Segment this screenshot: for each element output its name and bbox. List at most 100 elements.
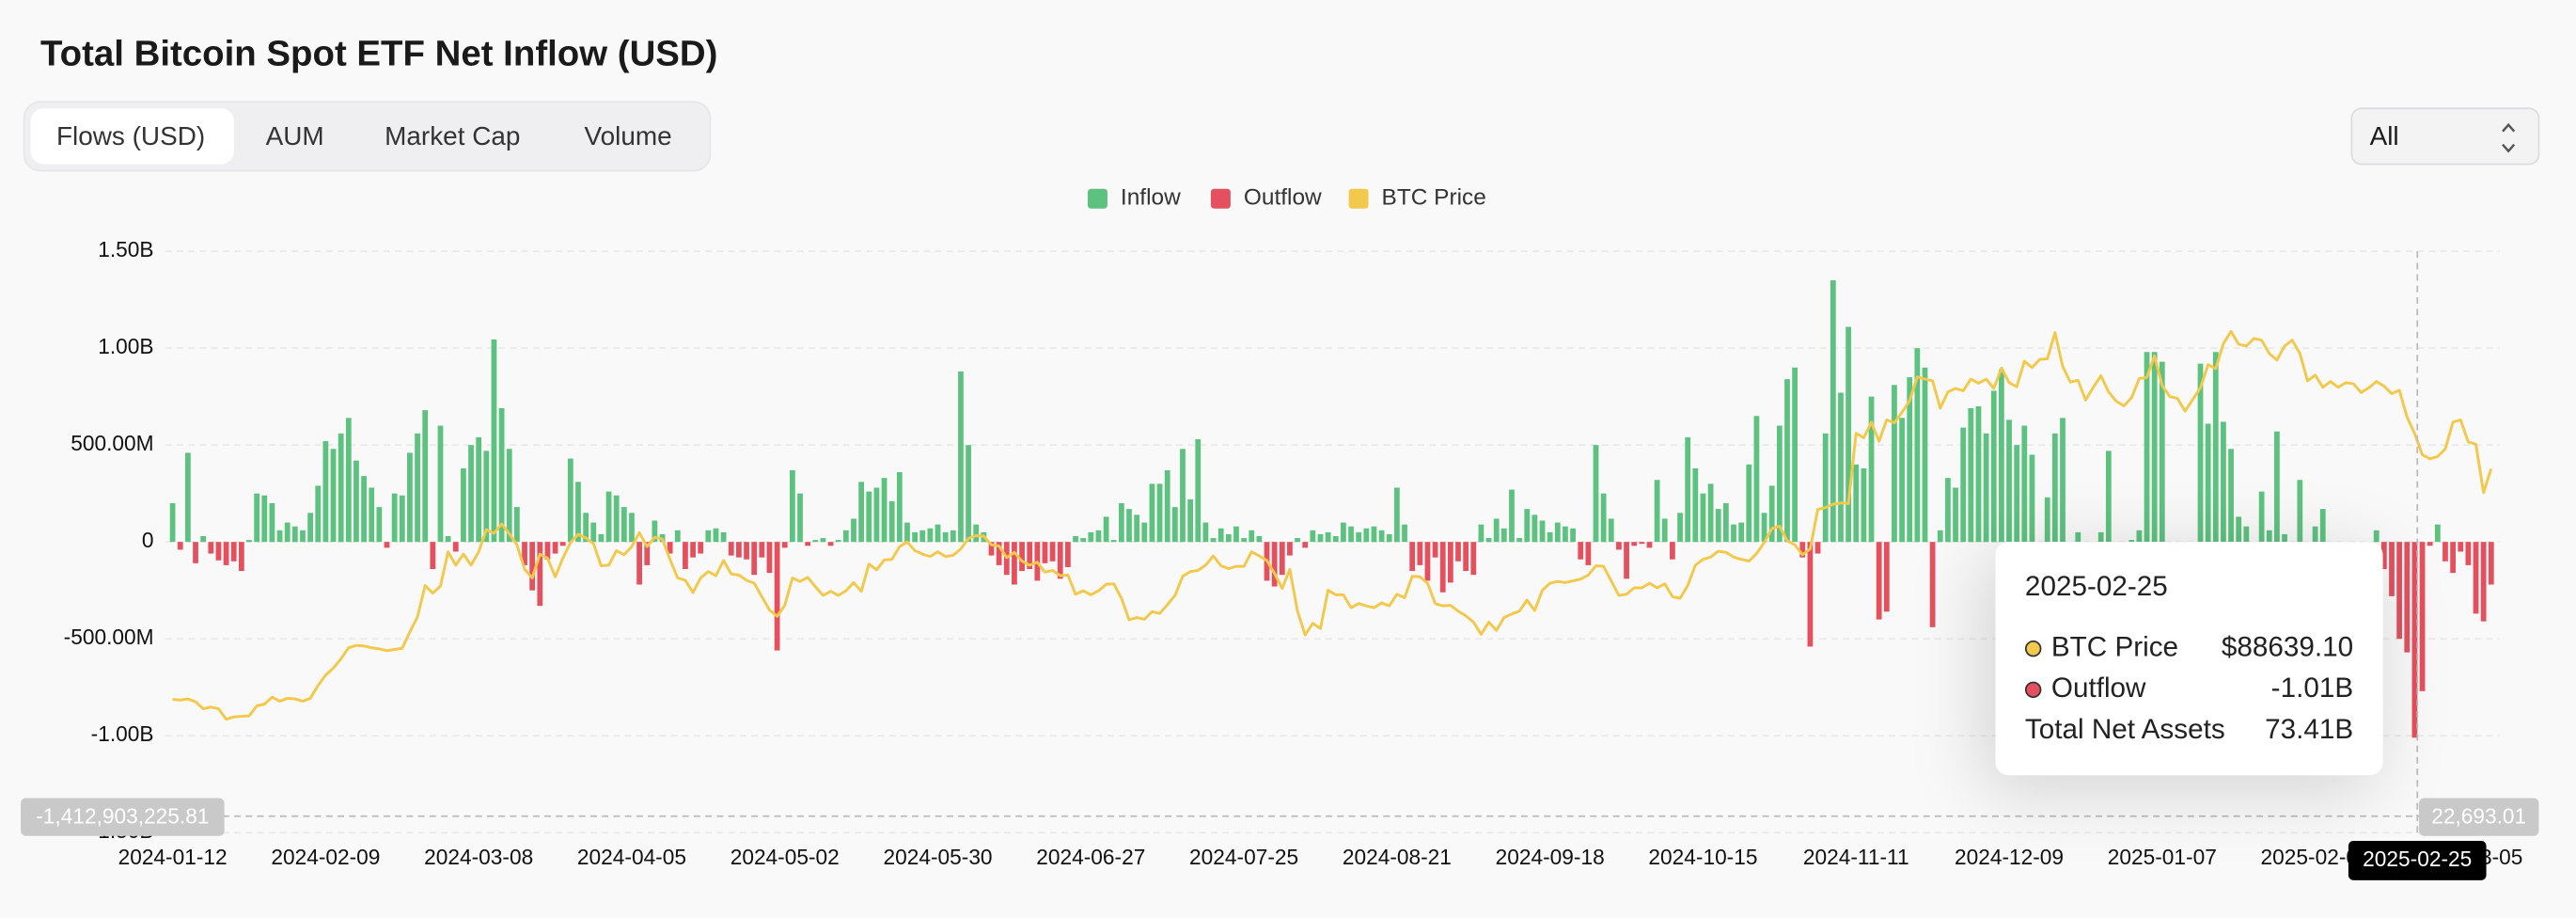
bar: [513, 507, 520, 543]
bar: [2458, 542, 2464, 552]
bar: [1287, 542, 1293, 556]
x-tick-label: 2024-08-21: [1343, 845, 1452, 869]
legend-label: Outflow: [1244, 185, 1322, 211]
bar: [851, 518, 856, 543]
bar: [1378, 530, 1385, 543]
bar: [1876, 542, 1882, 620]
bar: [713, 528, 719, 543]
bar: [1661, 518, 1668, 543]
bar: [1088, 531, 1094, 543]
bar: [1922, 367, 1928, 543]
select-value[interactable]: All: [2370, 121, 2399, 150]
bar: [720, 531, 727, 543]
bar: [2396, 542, 2403, 640]
bar: [1776, 425, 1783, 543]
bar: [506, 449, 512, 543]
bar: [1409, 542, 1416, 572]
tooltip-date: 2025-02-25: [2025, 571, 2168, 602]
tab[interactable]: Flows (USD): [56, 121, 205, 150]
bar: [1539, 520, 1546, 543]
bar: [1509, 489, 1515, 543]
bar: [1563, 526, 1568, 543]
bar: [1241, 538, 1247, 543]
bar: [1570, 528, 1576, 543]
bar: [461, 467, 466, 543]
bar: [988, 542, 995, 556]
bar: [2097, 531, 2104, 543]
bar: [1768, 485, 1775, 543]
bar: [2312, 526, 2318, 543]
bar: [345, 418, 352, 543]
bar: [1447, 542, 1453, 583]
bar: [1363, 528, 1370, 543]
bar: [1463, 542, 1469, 572]
range-select[interactable]: All: [2350, 107, 2540, 166]
tab[interactable]: Market Cap: [385, 121, 520, 150]
bar: [1822, 433, 1829, 543]
bar: [2297, 480, 2303, 543]
bar: [1899, 418, 1905, 543]
bar: [2051, 433, 2058, 543]
bar: [644, 542, 651, 565]
bar: [1585, 542, 1592, 565]
bar: [1853, 464, 1860, 543]
bar: [2075, 531, 2081, 543]
bar: [1317, 533, 1324, 543]
bar: [1233, 526, 1239, 543]
bar: [1110, 540, 1117, 543]
bar: [1500, 528, 1507, 543]
bar: [1394, 487, 1400, 543]
bar: [1990, 390, 1997, 543]
bar: [384, 542, 390, 548]
bar: [2404, 542, 2411, 653]
bar: [1356, 531, 1362, 543]
bar: [1692, 467, 1699, 543]
bar: [1929, 542, 1936, 627]
bar: [215, 542, 222, 561]
bar: [483, 451, 490, 543]
bar: [2212, 352, 2219, 543]
bar: [2274, 431, 2280, 543]
bar: [1424, 542, 1431, 581]
bar: [1371, 526, 1377, 543]
y-tick-label: -1.00B: [91, 721, 154, 746]
bar: [498, 408, 505, 543]
bar: [437, 425, 444, 543]
bar: [781, 542, 788, 548]
legend-swatch: [1348, 188, 1369, 209]
chart-title: Total Bitcoin Spot ETF Net Inflow (USD): [40, 34, 717, 74]
bar: [1103, 516, 1109, 543]
bar: [1685, 436, 1691, 543]
bar: [2221, 421, 2226, 543]
bar: [1325, 531, 1331, 543]
tab[interactable]: Volume: [585, 121, 672, 150]
bar: [322, 441, 329, 543]
bar: [1830, 280, 1836, 543]
bar: [805, 542, 811, 546]
bar: [797, 493, 803, 543]
crosshair-x-box: [2348, 840, 2487, 880]
bar: [1937, 530, 1943, 543]
bar: [415, 433, 420, 543]
bar: [1807, 542, 1814, 647]
select-box[interactable]: [2350, 107, 2540, 166]
bar: [912, 531, 918, 543]
bar: [2228, 449, 2234, 543]
bar: [1386, 533, 1392, 543]
tab[interactable]: AUM: [266, 121, 324, 150]
bar: [835, 540, 841, 543]
bar: [996, 542, 1002, 565]
x-tick-label: 2024-05-02: [730, 845, 840, 869]
x-tick-label: 2024-01-12: [118, 845, 228, 869]
tooltip-value: $88639.10: [2222, 632, 2353, 663]
x-tick-label: 2024-03-08: [424, 845, 533, 869]
bar: [858, 482, 865, 543]
bar: [1341, 522, 1346, 543]
bar: [300, 530, 306, 543]
bar: [2389, 542, 2395, 596]
bar: [2427, 542, 2433, 546]
bar: [842, 530, 849, 543]
bar: [1302, 542, 1309, 548]
bar: [1080, 538, 1087, 543]
bar: [629, 513, 635, 543]
